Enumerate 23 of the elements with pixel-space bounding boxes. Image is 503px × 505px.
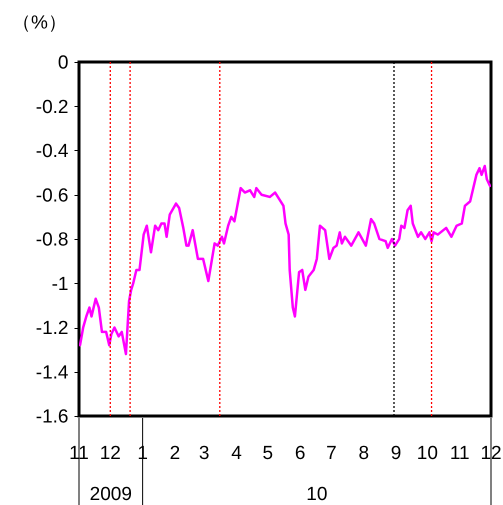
y-tick-label: -0.6 xyxy=(36,185,68,206)
text: 2009 xyxy=(90,484,132,505)
x-tick-label: 2 xyxy=(170,443,180,464)
x-tick-label: 7 xyxy=(326,443,337,464)
x-tick-label: 12 xyxy=(100,443,121,464)
text: 10 xyxy=(306,484,328,505)
x-tick-label: 11 xyxy=(450,443,470,464)
y-tick-label: -1.6 xyxy=(36,406,68,428)
x-tick-label: 10 xyxy=(416,443,438,464)
y-tick-label: -0.2 xyxy=(36,96,68,118)
x-tick-label: 6 xyxy=(294,443,306,464)
y-tick-label: -0.4 xyxy=(36,141,69,162)
y-tick-label: 0 xyxy=(58,52,68,74)
y-tick-label: -1.4 xyxy=(36,362,69,384)
x-tick-label: 8 xyxy=(358,443,370,464)
y-tick-label: -1 xyxy=(52,274,68,295)
y-tick-label: -1.2 xyxy=(36,318,68,339)
x-tick-label: 4 xyxy=(231,443,242,464)
x-tick-label: 5 xyxy=(262,443,274,464)
y-tick-label: -0.8 xyxy=(36,230,68,250)
x-tick-label: 9 xyxy=(390,443,402,464)
x-tick-label: 3 xyxy=(198,443,210,464)
y-axis-title: （%） xyxy=(12,12,67,34)
